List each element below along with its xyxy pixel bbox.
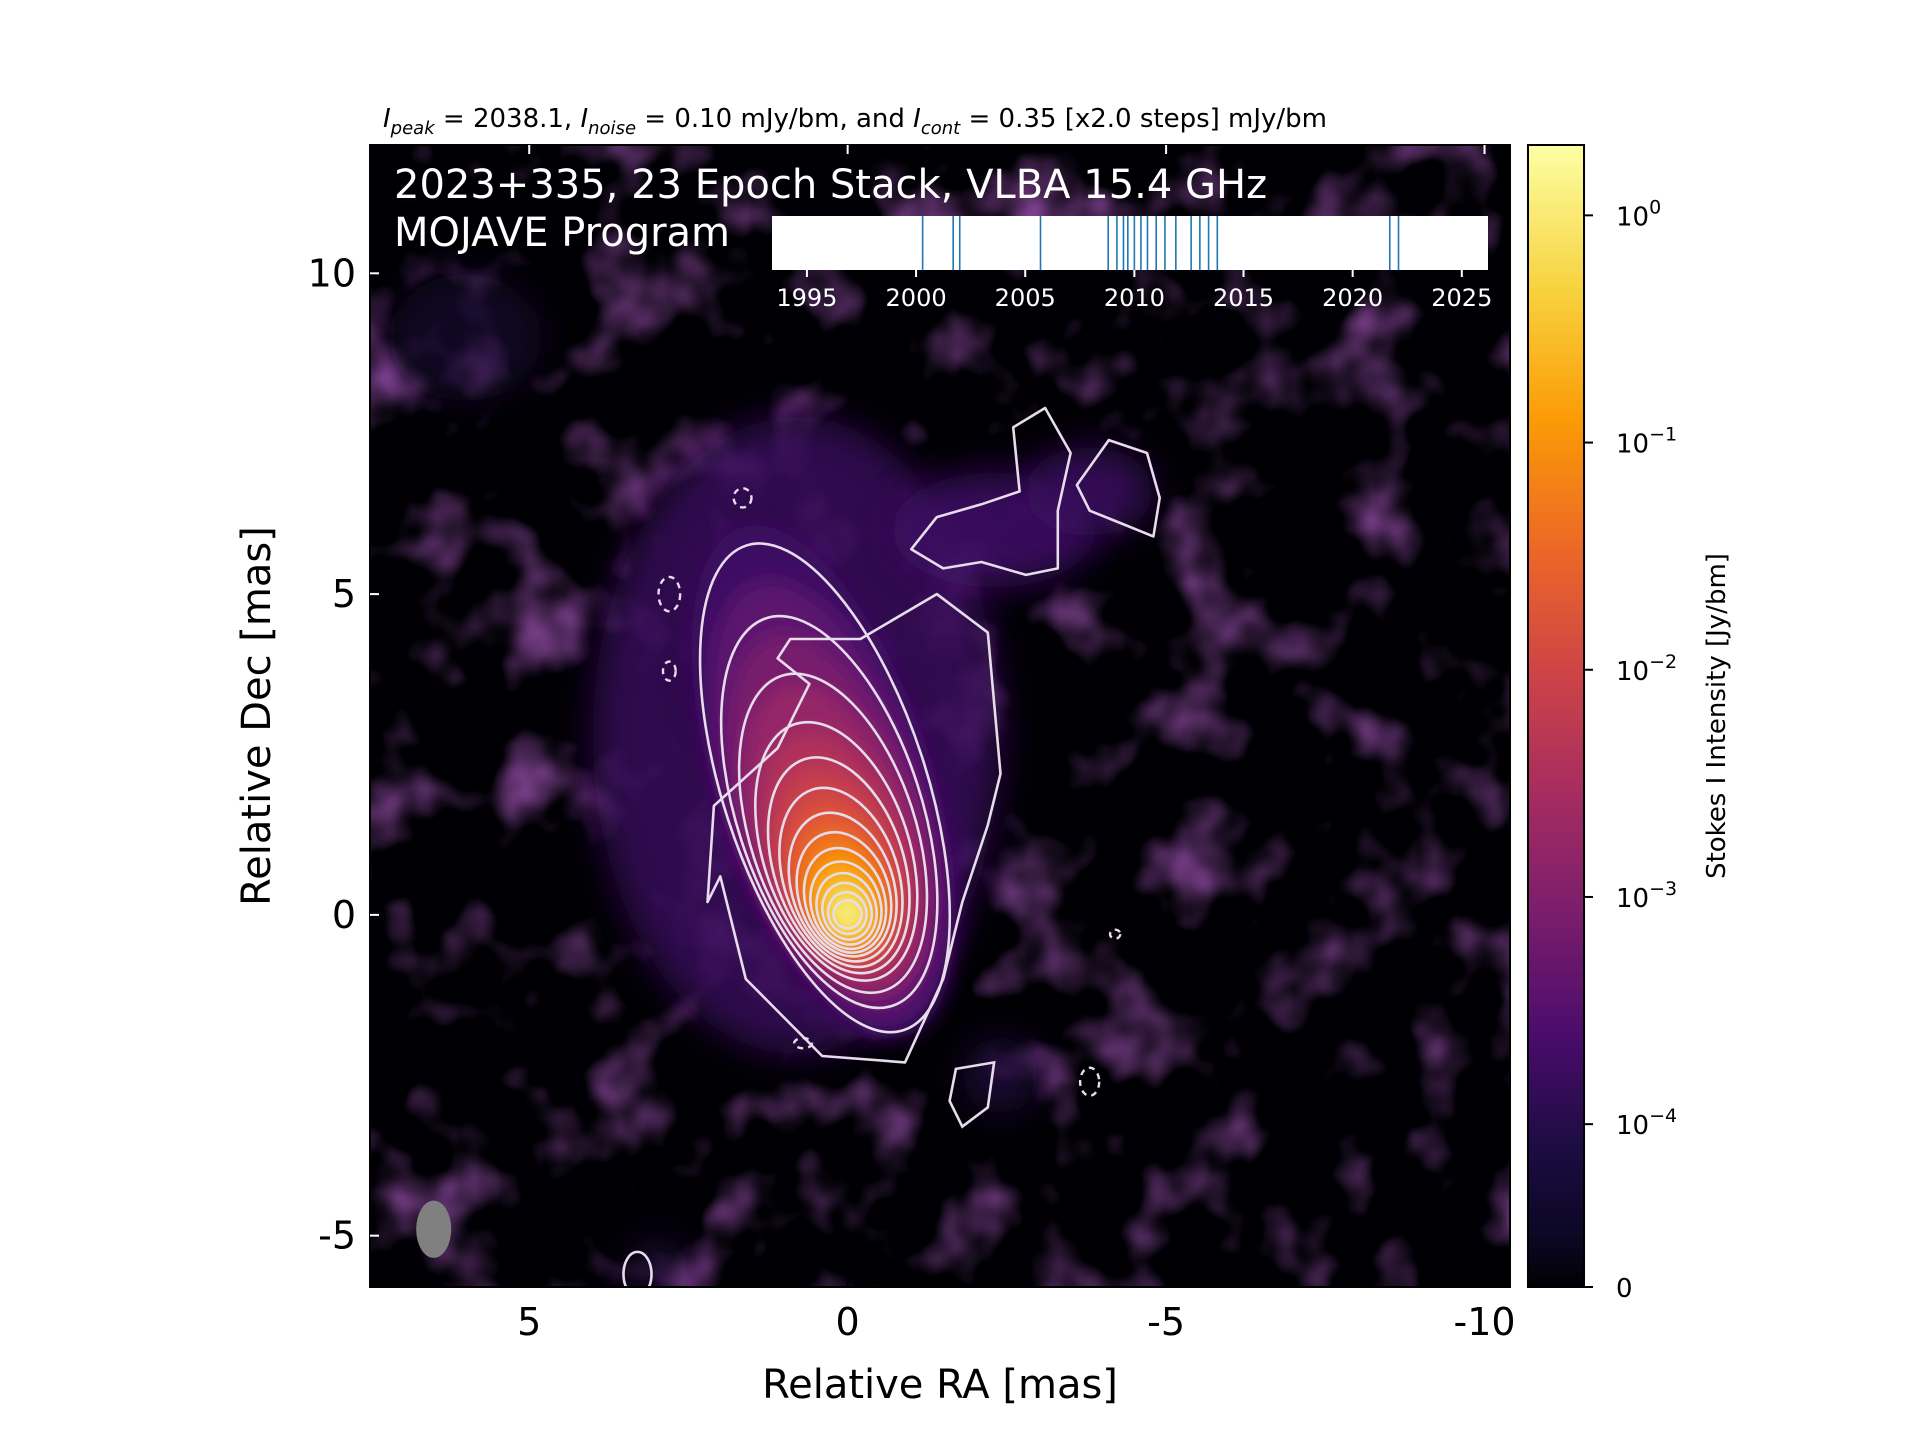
contour-line <box>815 871 878 946</box>
negative-contour <box>1108 928 1122 940</box>
y-tick-label: 5 <box>332 572 356 616</box>
colorbar: 100 10−1 10−2 10−3 10−4 0 Stokes I Intensity … <box>1527 144 1732 1304</box>
contour-line-south <box>948 1060 996 1129</box>
colorbar-tick-label: 100 <box>1616 196 1661 232</box>
contour-line-outer <box>706 592 1002 1064</box>
negative-contour <box>657 575 682 613</box>
contour-line <box>719 614 939 1010</box>
plot-frame <box>369 144 1511 1288</box>
timeline-tick-label: 2010 <box>1104 284 1165 312</box>
contour-line <box>826 890 868 936</box>
contour-line <box>778 786 904 969</box>
y-tick-label: 10 <box>308 251 356 295</box>
contour-line <box>737 672 929 995</box>
x-ticks: 5 0 -5 -10 <box>517 145 1516 1344</box>
colorbar-gradient <box>1527 144 1585 1288</box>
negative-contour <box>732 487 753 509</box>
beam-ellipse <box>416 1200 452 1258</box>
contour-layer <box>622 406 1161 1287</box>
header-stats: Ipeak = 2038.1, Inoise = 0.10 mJy/bm, an… <box>383 104 1327 139</box>
colorbar-tick-label: 10−2 <box>1616 651 1677 687</box>
colorbar-ticks: 100 10−1 10−2 10−3 10−4 0 <box>1584 196 1677 1304</box>
colorbar-tick-label: 0 <box>1616 1274 1633 1304</box>
contour-line <box>809 860 883 951</box>
contour-line-north <box>910 406 1072 577</box>
contour-line <box>795 830 893 958</box>
x-tick-label: -5 <box>1147 1300 1185 1344</box>
contour-line-edge <box>622 1250 653 1287</box>
plot-area: 5 0 -5 -10 -5 0 5 10 2023+335, 23 Epoch Stack,… <box>308 144 1516 1344</box>
x-tick-label: 0 <box>836 1300 860 1344</box>
plot-title-line2: MOJAVE Program <box>394 210 730 256</box>
y-tick-label: 0 <box>332 893 356 937</box>
diffuse-emission <box>962 1037 1039 1114</box>
y-axis-label: Relative Dec [mas] <box>234 526 280 906</box>
cont-sub: cont <box>921 118 961 139</box>
negative-contour <box>661 660 677 682</box>
y-ticks: -5 0 5 10 <box>308 251 379 1258</box>
noise-label: I <box>580 104 588 134</box>
contour-line <box>787 811 898 963</box>
negative-contour <box>1078 1066 1101 1097</box>
x-axis-label: Relative RA [mas] <box>762 1362 1118 1408</box>
noise-value: = 0.10 mJy/bm, and <box>636 104 913 134</box>
cont-label: I <box>913 104 921 134</box>
colorbar-label: Stokes I Intensity [Jy/bm] <box>1702 553 1732 879</box>
contour-line <box>753 720 919 982</box>
timeline-tick-label: 2025 <box>1431 284 1492 312</box>
contour-line <box>766 756 911 975</box>
epoch-timeline: 1995 2000 2005 2010 2015 2020 2025 <box>772 216 1492 312</box>
y-tick-label: -5 <box>318 1214 356 1258</box>
emission-layer <box>841 907 855 923</box>
contour-line <box>832 898 863 930</box>
cont-value: = 0.35 [x2.0 steps] mJy/bm <box>960 104 1327 134</box>
contour-line <box>821 881 873 941</box>
colorbar-tick-label: 10−3 <box>1616 878 1677 914</box>
contour-line <box>802 846 888 954</box>
timeline-tick-label: 2005 <box>995 284 1056 312</box>
colorbar-tick-label: 10−1 <box>1616 424 1677 460</box>
timeline-tick-label: 2015 <box>1213 284 1274 312</box>
diffuse-emission <box>389 273 542 402</box>
x-tick-label: 5 <box>517 1300 541 1344</box>
peak-sub: peak <box>390 118 437 139</box>
noise-sub: noise <box>588 118 636 139</box>
colorbar-tick-label: 10−4 <box>1616 1105 1677 1141</box>
x-tick-label: -10 <box>1453 1300 1515 1344</box>
peak-label: I <box>383 104 391 134</box>
peak-value: = 2038.1, <box>435 104 581 134</box>
timeline-tick-label: 2020 <box>1322 284 1383 312</box>
timeline-tick-label: 2000 <box>886 284 947 312</box>
plot-title-line1: 2023+335, 23 Epoch Stack, VLBA 15.4 GHz <box>394 162 1267 208</box>
diffuse-emission <box>1025 446 1154 537</box>
contour-line-north <box>1075 438 1161 538</box>
timeline-box <box>772 216 1488 270</box>
diffuse-emission <box>624 1235 689 1287</box>
negative-contour <box>792 1036 814 1050</box>
contour-line <box>698 542 952 1034</box>
timeline-tick-label: 1995 <box>776 284 837 312</box>
